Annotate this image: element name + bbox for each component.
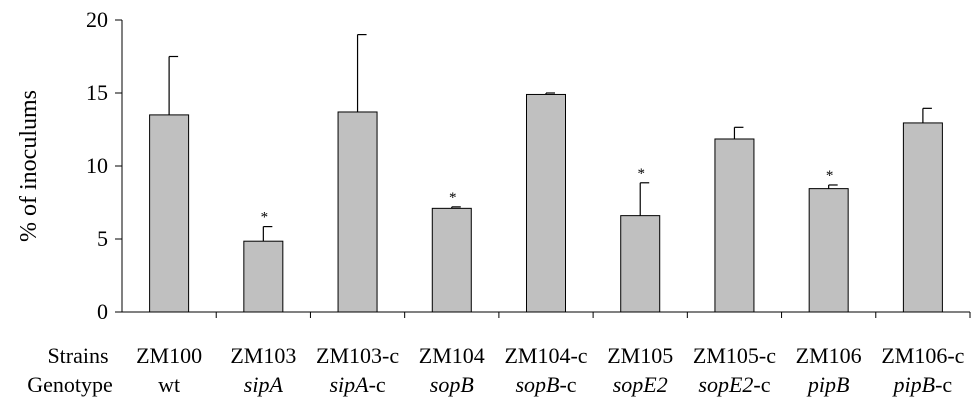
bar-zm100: [149, 114, 190, 313]
strains-row-label: Strains: [47, 343, 108, 368]
genotype-suffix: -c: [369, 372, 386, 397]
y-tick-label: 15: [86, 80, 108, 105]
genotype-gene: sopB: [430, 372, 474, 397]
strain-label: ZM106: [796, 343, 862, 368]
bar-zm103: [243, 240, 284, 313]
bar-zm103-c: [337, 111, 378, 313]
strain-label: ZM105: [607, 343, 673, 368]
genotype-suffix: wt: [158, 372, 180, 397]
genotype-gene: sopE2: [698, 372, 753, 397]
significance-marker: *: [449, 190, 457, 206]
bar-zm106: [808, 188, 849, 313]
bar-zm106-c: [902, 122, 943, 313]
strain-label: ZM100: [136, 343, 202, 368]
strain-label: ZM104-c: [504, 343, 587, 368]
genotype-label: sopE2-c: [698, 372, 770, 397]
genotype-gene: pipB: [806, 372, 850, 397]
genotype-label: pipB-c: [892, 372, 953, 397]
chart-bars: * * * *: [149, 33, 943, 313]
strain-label: ZM105-c: [693, 343, 776, 368]
significance-marker: *: [637, 166, 645, 182]
genotype-label: sipA: [244, 372, 284, 397]
genotype-gene: sipA: [329, 372, 369, 397]
genotype-gene: sopB: [515, 372, 559, 397]
genotype-label: sipA-c: [329, 372, 385, 397]
genotype-gene: pipB: [892, 372, 936, 397]
genotype-gene: sopE2: [613, 372, 668, 397]
chart-axes: 0 5 10 15 20 % of inoculums: [16, 7, 971, 324]
genotype-label: sopE2: [613, 372, 668, 397]
y-tick-label: 10: [86, 153, 108, 178]
strain-label: ZM104: [419, 343, 485, 368]
y-tick-label: 0: [97, 299, 108, 324]
y-axis-title: % of inoculums: [16, 90, 42, 242]
bar-zm105-c: [714, 138, 755, 313]
y-tick-label: 20: [86, 7, 108, 32]
genotype-gene: sipA: [244, 372, 284, 397]
strain-label: ZM103-c: [316, 343, 399, 368]
y-tick-label: 5: [97, 226, 108, 251]
bar-zm104-c: [526, 93, 566, 313]
strain-label: ZM106-c: [881, 343, 964, 368]
significance-marker: *: [261, 210, 269, 226]
genotype-label: wt: [158, 372, 180, 397]
chart-labels: ZM100wtZM103sipAZM103-csipA-cZM104sopBZM…: [27, 343, 964, 397]
genotype-suffix: -c: [559, 372, 576, 397]
genotype-row-label: Genotype: [27, 372, 113, 397]
bar-zm105: [620, 215, 661, 313]
strain-label: ZM103: [230, 343, 296, 368]
bar-zm104: [431, 207, 472, 313]
genotype-label: sopB-c: [515, 372, 576, 397]
genotype-suffix: -c: [935, 372, 952, 397]
genotype-suffix: -c: [753, 372, 770, 397]
genotype-label: pipB: [806, 372, 850, 397]
significance-marker: *: [826, 168, 834, 184]
genotype-label: sopB: [430, 372, 474, 397]
